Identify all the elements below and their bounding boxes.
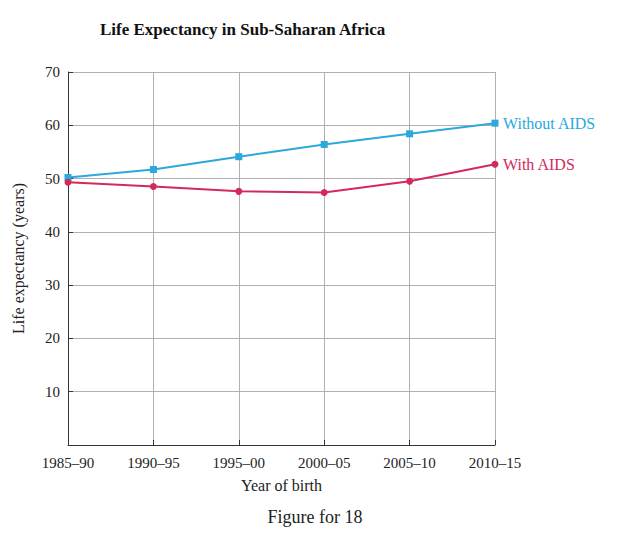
svg-text:Without AIDS: Without AIDS: [503, 115, 595, 132]
svg-text:Life expectancy (years): Life expectancy (years): [10, 183, 28, 334]
svg-text:40: 40: [45, 224, 60, 240]
svg-text:2000–05: 2000–05: [298, 455, 351, 471]
svg-text:1985–90: 1985–90: [42, 455, 95, 471]
svg-text:With AIDS: With AIDS: [503, 156, 575, 173]
svg-text:2010–15: 2010–15: [469, 455, 522, 471]
svg-text:20: 20: [45, 330, 60, 346]
svg-text:50: 50: [45, 171, 60, 187]
svg-text:60: 60: [45, 117, 60, 133]
svg-text:1990–95: 1990–95: [127, 455, 180, 471]
svg-text:Life Expectancy in Sub-Saharan: Life Expectancy in Sub-Saharan Africa: [100, 20, 386, 39]
svg-text:30: 30: [45, 277, 60, 293]
svg-text:70: 70: [45, 64, 60, 80]
svg-text:2005–10: 2005–10: [383, 455, 436, 471]
svg-text:Figure for 18: Figure for 18: [268, 507, 363, 527]
svg-text:Year of birth: Year of birth: [241, 477, 322, 494]
svg-text:10: 10: [45, 384, 60, 400]
svg-text:1995–00: 1995–00: [213, 455, 265, 471]
